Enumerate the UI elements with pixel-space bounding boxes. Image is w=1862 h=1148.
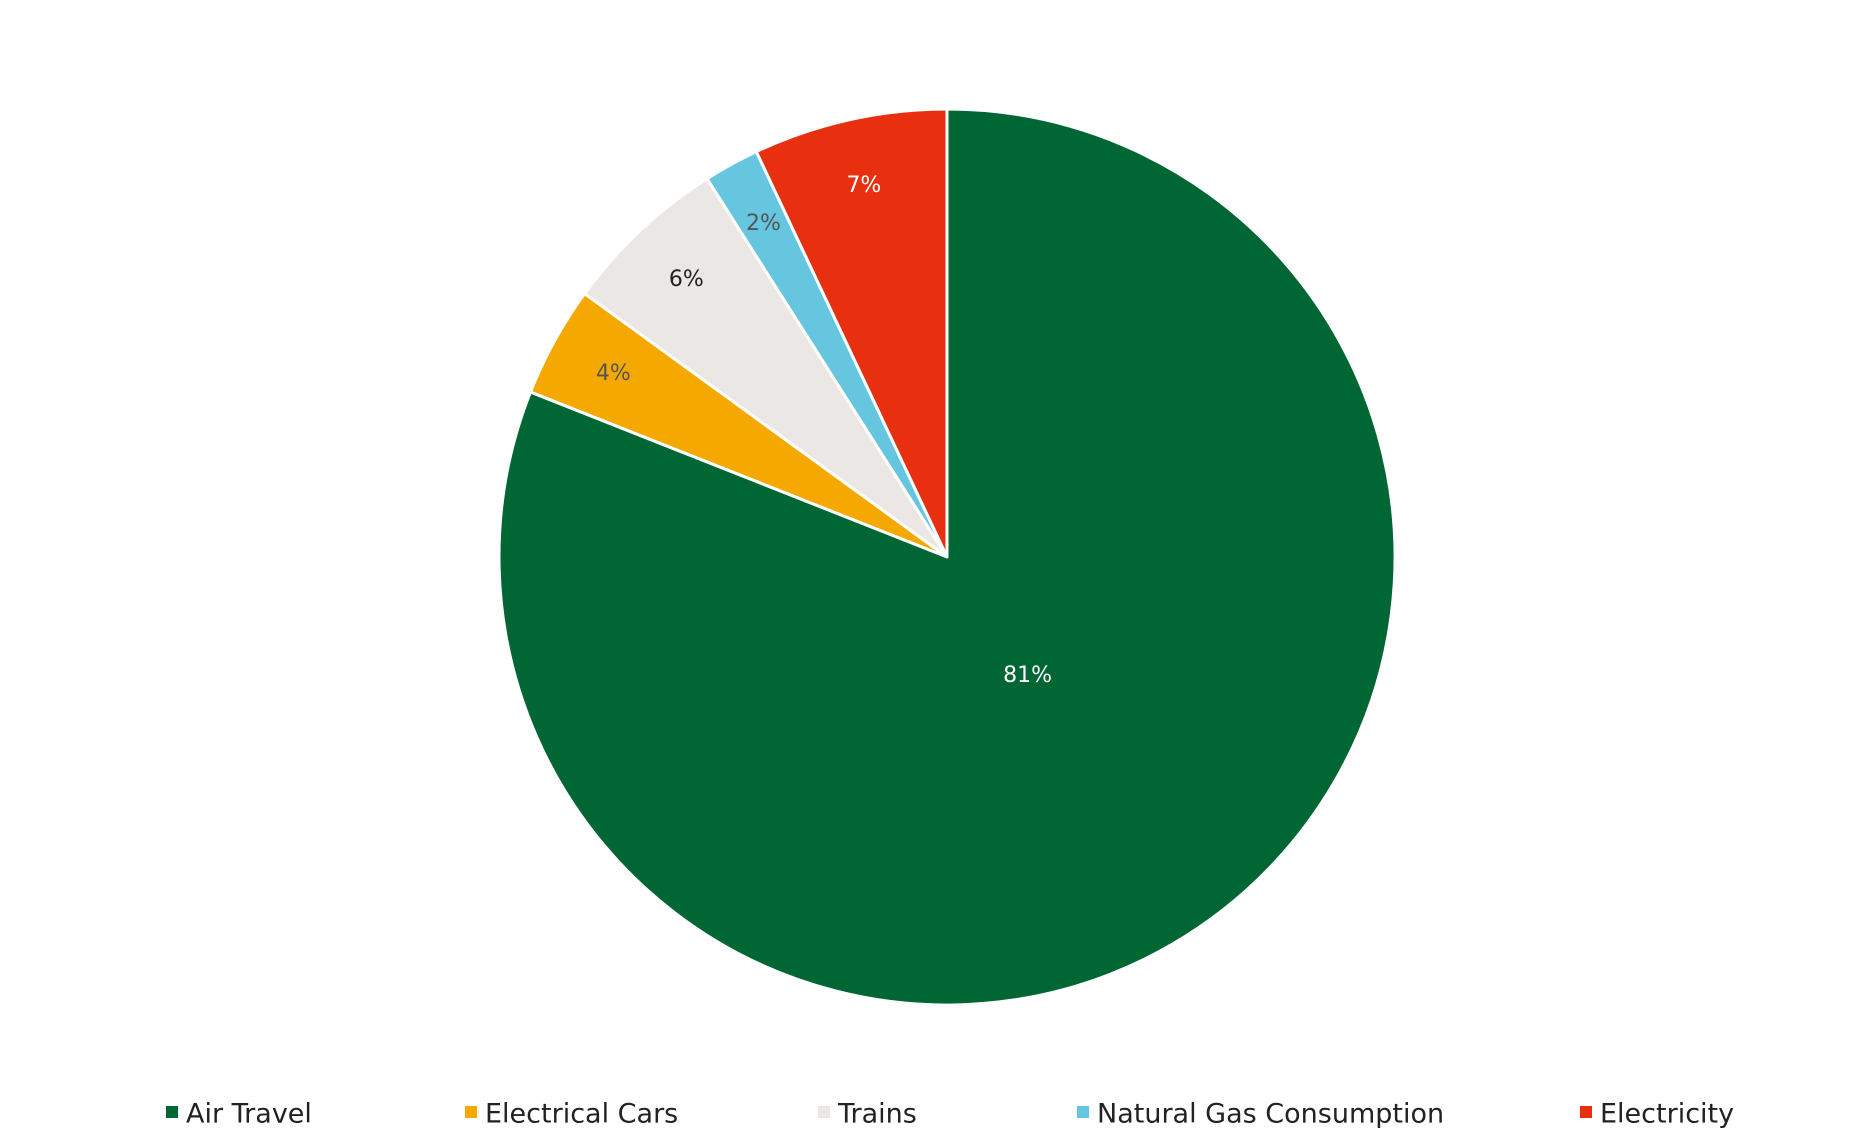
legend-swatch-electrical-cars <box>465 1106 477 1118</box>
legend-swatch-electricity <box>1580 1106 1592 1118</box>
data-label-trains: 6% <box>669 267 704 292</box>
legend-label-air-travel: Air Travel <box>186 1099 312 1130</box>
legend-label-natural-gas-consumption: Natural Gas Consumption <box>1097 1099 1444 1130</box>
data-label-air-travel: 81% <box>1003 663 1052 688</box>
data-label-electricity: 7% <box>846 173 881 198</box>
data-label-natural-gas-consumption: 2% <box>746 211 781 236</box>
legend-swatch-air-travel <box>166 1106 178 1118</box>
legend-label-electricity: Electricity <box>1600 1099 1734 1130</box>
legend: Air Travel Electrical Cars Trains Natural G… <box>166 1099 1734 1130</box>
legend-label-trains: Trains <box>837 1099 917 1130</box>
pie-slice-electricity <box>754 107 949 559</box>
pie-slice-labels: 81% 4% 6% 2% 7% <box>596 173 1052 688</box>
legend-swatch-trains <box>818 1106 830 1118</box>
pie-slices <box>497 107 1397 1007</box>
legend-swatch-natural-gas-consumption <box>1077 1106 1089 1118</box>
data-label-electrical-cars: 4% <box>596 361 631 386</box>
pie-slice-air-travel <box>497 107 1397 1007</box>
legend-label-electrical-cars: Electrical Cars <box>485 1099 678 1130</box>
pie-slice-trains <box>583 177 949 559</box>
